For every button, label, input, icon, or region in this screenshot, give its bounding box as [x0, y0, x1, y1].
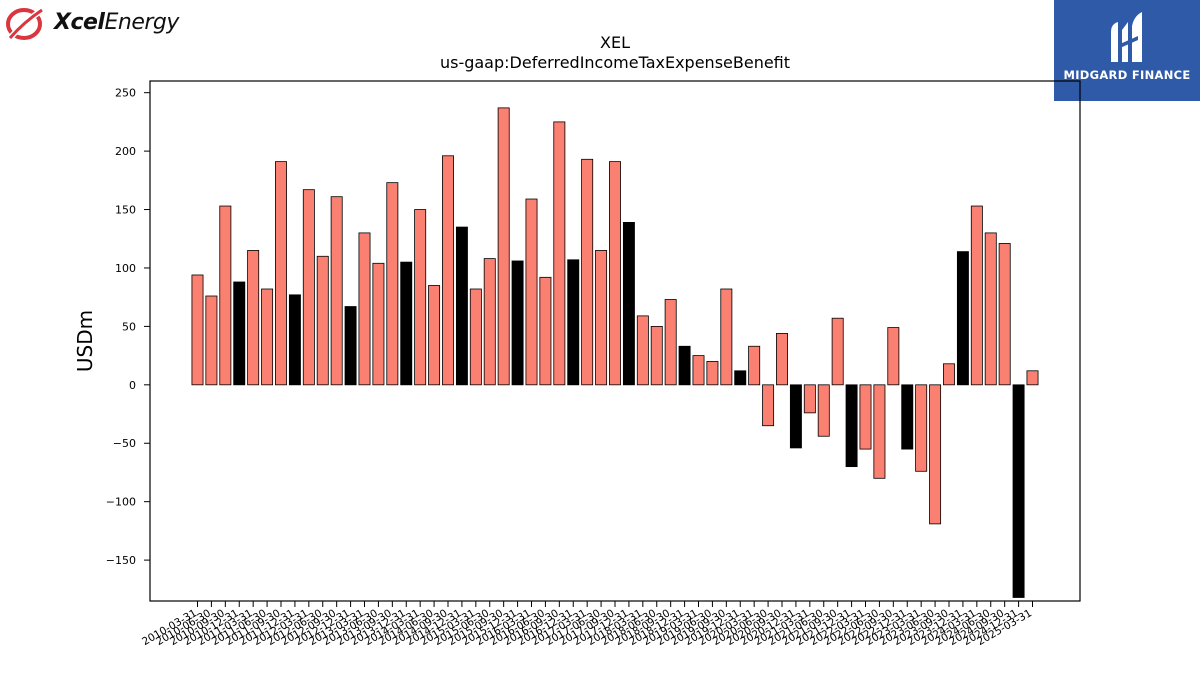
bar-2015-03-31: [469, 288, 482, 386]
plot-frame: [149, 80, 1081, 602]
bar-2016-03-31: [525, 198, 538, 386]
bar-2012-03-31: [302, 189, 315, 386]
y-tick-label: 250: [115, 87, 136, 100]
x-ticks-group: 2010-03-312010-06-302010-09-302010-12-31…: [140, 601, 1034, 648]
bar-2012-12-31: [344, 306, 357, 386]
chart-subtitle: us-gaap:DeferredIncomeTaxExpenseBenefit: [440, 53, 790, 72]
bar-2015-09-30: [497, 107, 510, 386]
bar-2011-12-31: [288, 294, 301, 386]
bar-2010-09-30: [219, 205, 232, 386]
bar-2020-12-31: [789, 384, 802, 449]
bar-2018-09-30: [664, 299, 677, 386]
bar-2019-09-30: [720, 288, 733, 386]
bar-2012-06-30: [316, 255, 329, 386]
y-tick-label: −100: [106, 496, 136, 509]
bar-2015-06-30: [483, 258, 496, 386]
bar-2014-06-30: [428, 285, 441, 386]
bar-2020-03-31: [748, 345, 761, 386]
bar-2024-09-30: [998, 243, 1011, 386]
bar-2025-03-31: [1026, 370, 1039, 386]
bar-2010-12-31: [233, 281, 246, 386]
y-tick-label: 100: [115, 262, 136, 275]
bar-2011-03-31: [247, 250, 260, 386]
bar-2024-12-31: [1012, 384, 1025, 598]
bar-2023-12-31: [956, 251, 969, 386]
bar-2019-12-31: [734, 370, 747, 386]
bar-2013-09-30: [386, 182, 399, 386]
bar-2013-03-31: [358, 232, 371, 386]
midgard-finance-wordmark: MIDGARD FINANCE: [1063, 68, 1191, 82]
bar-2022-12-31: [901, 384, 914, 450]
y-axis-label: USDm: [73, 310, 97, 372]
bar-2020-09-30: [776, 332, 788, 386]
y-tick-label: 200: [115, 145, 136, 158]
bar-2019-03-31: [692, 355, 705, 386]
y-ticks-group: −150 −100 −50 0 50 100 150 200 250: [106, 87, 150, 567]
xcel-energy-logo: XcelEnergy: [4, 4, 194, 44]
bar-2020-06-30: [762, 384, 775, 427]
bar-2022-09-30: [887, 327, 900, 386]
y-tick-label: −150: [106, 554, 136, 567]
xcel-swoosh-icon: [6, 7, 44, 40]
bar-2015-12-31: [511, 260, 524, 386]
xcel-energy-wordmark: XcelEnergy: [54, 10, 179, 35]
bar-2023-09-30: [943, 363, 955, 386]
bar-2018-12-31: [678, 345, 691, 386]
bar-2017-09-30: [609, 161, 621, 386]
midgard-emblem-icon: [1111, 12, 1142, 62]
bar-2013-06-30: [372, 262, 385, 386]
bar-2011-06-30: [261, 288, 274, 386]
bar-2021-03-31: [803, 384, 816, 414]
bar-2016-09-30: [553, 121, 566, 386]
bar-2014-09-30: [442, 155, 454, 386]
bar-2017-12-31: [622, 221, 635, 386]
bar-2017-06-30: [595, 250, 608, 386]
bar-2010-03-31: [191, 274, 204, 386]
bar-2018-03-31: [636, 315, 649, 386]
bar-2019-06-30: [706, 361, 719, 386]
bar-2021-09-30: [831, 317, 844, 386]
bar-2022-03-31: [859, 384, 872, 450]
bar-2023-03-31: [915, 384, 928, 472]
bars-group: [191, 107, 1039, 598]
bar-2024-03-31: [970, 205, 983, 386]
bar-2021-06-30: [817, 384, 830, 437]
chart-title: XEL: [600, 33, 630, 52]
bar-2016-12-31: [567, 259, 580, 386]
y-tick-label: 50: [122, 320, 136, 333]
bar-2023-06-30: [929, 384, 942, 525]
bar-2014-12-31: [455, 226, 468, 386]
midgard-finance-logo: MIDGARD FINANCE: [1054, 0, 1200, 101]
bar-2021-12-31: [845, 384, 858, 468]
bar-2024-06-30: [984, 232, 997, 386]
bar-2011-09-30: [275, 161, 287, 386]
y-tick-label: −50: [113, 437, 136, 450]
bar-2010-06-30: [205, 295, 218, 386]
y-tick-label: 150: [115, 204, 136, 217]
y-tick-label: 0: [129, 379, 136, 392]
bar-2013-12-31: [400, 261, 413, 386]
bar-2014-03-31: [414, 209, 427, 386]
bar-2022-06-30: [873, 384, 886, 479]
bar-2016-06-30: [539, 276, 552, 386]
bar-2018-06-30: [650, 325, 663, 386]
bar-2017-03-31: [581, 158, 594, 386]
bar-2012-09-30: [330, 196, 343, 386]
